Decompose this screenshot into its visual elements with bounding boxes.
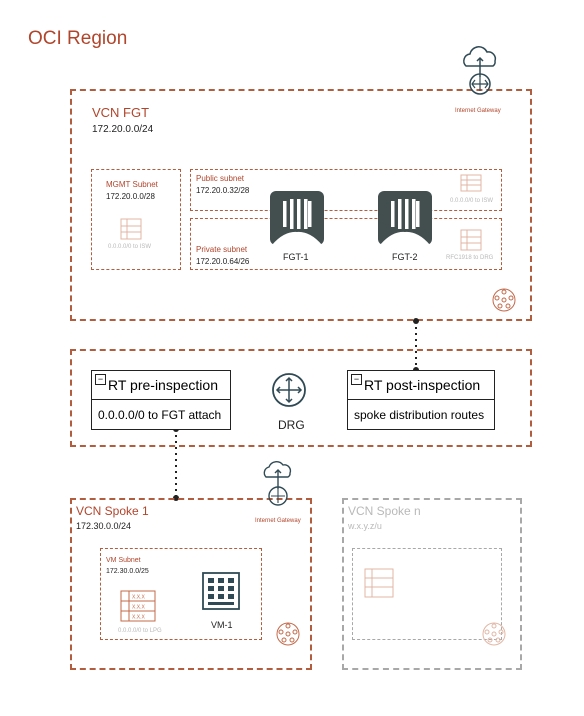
vcn-fgt-network-icon xyxy=(492,288,516,312)
region-title: OCI Region xyxy=(28,28,128,49)
vcn-spoke1-container xyxy=(70,498,312,670)
vm-subnet-route: 0.0.0.0/0 to LPG xyxy=(118,628,162,634)
vcn-spoke1-cidr: 172.30.0.0/24 xyxy=(76,521,132,531)
drg-container xyxy=(70,349,532,447)
vm-subnet-container xyxy=(100,548,262,640)
spoken-route-table-icon xyxy=(364,568,394,598)
public-route-table-icon xyxy=(460,174,482,192)
drg-label: DRG xyxy=(278,418,305,432)
public-subnet-cidr: 172.20.0.32/28 xyxy=(196,186,250,195)
public-subnet-container xyxy=(190,169,502,211)
fortigate-1-icon xyxy=(270,191,324,245)
table-cell-text: X.X.X xyxy=(132,605,145,611)
drg-router-icon xyxy=(272,373,306,407)
mgmt-subnet-cidr: 172.20.0.0/28 xyxy=(106,192,155,201)
vcn-fgt-container xyxy=(70,89,532,321)
vm-subnet-title: VM Subnet xyxy=(106,557,141,564)
spoken-network-icon xyxy=(482,622,506,646)
rt-pre-route: 0.0.0.0/0 to FGT attach xyxy=(98,408,222,422)
vcn-spoken-title: VCN Spoke n xyxy=(348,504,421,518)
vcn-fgt-title: VCN FGT xyxy=(92,105,150,120)
private-subnet-cidr: 172.20.0.64/26 xyxy=(196,257,250,266)
vm-subnet-cidr: 172.30.0.0/25 xyxy=(106,568,149,575)
public-subnet-title: Public subnet xyxy=(196,174,245,183)
fgt-1-label: FGT-1 xyxy=(283,252,309,262)
rt-post-route: spoke distribution routes xyxy=(354,408,485,422)
rt-pre-title: RT pre-inspection xyxy=(108,377,218,393)
fortigate-2-icon xyxy=(378,191,432,245)
vcn-spoken-container xyxy=(342,498,522,670)
internet-gateway-icon xyxy=(463,46,497,95)
spoken-subnet-container xyxy=(352,548,502,640)
collapse-icon[interactable]: − xyxy=(95,374,106,385)
rt-pre-inspection-table[interactable]: − RT pre-inspection 0.0.0.0/0 to FGT att… xyxy=(91,370,231,430)
vcn-spoken-cidr: w.x.y.z/u xyxy=(348,521,382,531)
fgt-2-label: FGT-2 xyxy=(392,252,418,262)
table-cell-text: X.X.X xyxy=(132,595,145,601)
mgmt-subnet-route: 0.0.0.0/0 to ISW xyxy=(108,244,152,250)
igw-label-top: Internet Gateway xyxy=(455,108,501,114)
private-subnet-title: Private subnet xyxy=(196,245,248,254)
private-subnet-container xyxy=(190,218,502,270)
spoke1-internet-gateway-icon xyxy=(263,461,292,506)
table-cell-text: X.X.X xyxy=(132,615,145,621)
mgmt-subnet-title: MGMT Subnet xyxy=(106,180,158,189)
spoke1-igw-label: Internet Gateway xyxy=(255,518,301,524)
vcn-spoke1-title: VCN Spoke 1 xyxy=(76,504,149,518)
vm-instance-icon xyxy=(202,572,240,610)
vm-1-label: VM-1 xyxy=(211,620,233,630)
rt-post-inspection-table[interactable]: − RT post-inspection spoke distribution … xyxy=(347,370,495,430)
vm-subnet-route-table-icon: X.X.X X.X.X X.X.X xyxy=(120,590,156,622)
collapse-icon[interactable]: − xyxy=(351,374,362,385)
private-subnet-route: RFC1918 to DRG xyxy=(446,255,494,261)
vcn-fgt-cidr: 172.20.0.0/24 xyxy=(92,124,154,135)
rt-post-title: RT post-inspection xyxy=(364,377,481,393)
mgmt-route-table-icon xyxy=(120,218,142,240)
spoke1-network-icon xyxy=(276,622,300,646)
public-subnet-route: 0.0.0.0/0 to ISW xyxy=(450,198,494,204)
private-route-table-icon xyxy=(460,229,482,251)
mgmt-subnet-container xyxy=(91,169,181,270)
